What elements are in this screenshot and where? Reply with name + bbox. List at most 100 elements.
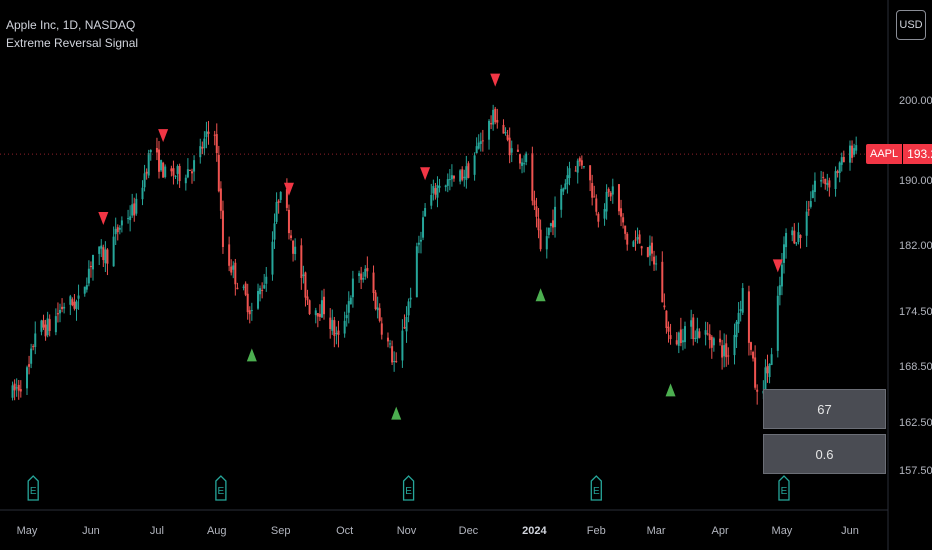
candle-body (780, 264, 783, 287)
candle-body (302, 274, 305, 277)
candle-body (116, 227, 119, 233)
candle-body (481, 140, 484, 142)
candle-body (432, 186, 435, 194)
candle-body (277, 200, 280, 203)
candle-body (114, 228, 117, 235)
candle-body (234, 262, 237, 285)
candle-body (768, 363, 771, 378)
indicator-title[interactable]: Extreme Reversal Signal (6, 36, 139, 50)
candle-body (683, 326, 686, 343)
candle-body (170, 168, 173, 172)
candle-body (566, 175, 569, 185)
candle-body (710, 336, 713, 348)
candle-body (578, 158, 581, 162)
candle-body (205, 131, 208, 138)
candle-body (640, 246, 643, 249)
candle-body (617, 184, 620, 212)
candle-body (551, 220, 554, 228)
candle-body (756, 389, 759, 392)
candle-body (849, 145, 851, 163)
candle-body (155, 147, 158, 153)
candle-body (422, 217, 425, 238)
earnings-marker[interactable]: E (402, 475, 415, 501)
candle-body (516, 149, 519, 152)
candle-body (145, 171, 148, 174)
last-price-symbol: AAPL (866, 144, 903, 164)
candle-body (374, 292, 377, 310)
candle-body (391, 346, 394, 363)
time-tick-label: Sep (271, 525, 291, 537)
candle-body (160, 160, 163, 171)
candle-body (73, 301, 76, 309)
candle-body (217, 154, 220, 192)
currency-button[interactable]: USD (896, 10, 926, 40)
candle-body (85, 285, 88, 290)
candle-body (19, 389, 22, 392)
candle-body (230, 266, 233, 273)
earnings-marker[interactable]: E (590, 475, 602, 501)
symbol-title[interactable]: Apple Inc, 1D, NASDAQ (6, 18, 136, 32)
candle-body (636, 237, 639, 240)
candle-body (582, 166, 585, 168)
candle-body (459, 170, 462, 182)
time-tick-label: Jul (150, 525, 164, 537)
candle-body (248, 310, 251, 315)
candle-body (178, 165, 181, 182)
candle-body (360, 273, 363, 280)
candle-body (300, 245, 303, 278)
candle-body (77, 295, 80, 299)
candle-body (463, 176, 466, 179)
candle-body (508, 137, 511, 156)
candle-body (106, 249, 109, 264)
candle-body (851, 145, 854, 158)
stat-box-1: 67 (763, 389, 886, 429)
candle-body (395, 361, 398, 363)
candle-body (554, 206, 557, 228)
earnings-marker[interactable]: E (778, 475, 790, 501)
candle-body (525, 153, 528, 163)
candle-body (749, 342, 752, 350)
time-tick-label: Mar (647, 525, 666, 537)
candle-body (17, 384, 20, 391)
candle-body (186, 169, 189, 178)
stat-box-2: 0.6 (763, 434, 886, 474)
candle-body (89, 266, 92, 268)
candle-body (87, 268, 90, 284)
candle-body (345, 315, 348, 319)
last-price-tag: AAPL 193.24 (866, 144, 932, 164)
signals-layer (98, 73, 783, 420)
candle-body (502, 124, 505, 134)
time-tick-label: Jun (841, 525, 859, 537)
candle-body (461, 169, 464, 180)
candle-body (275, 202, 278, 222)
time-axis[interactable]: May Jun Jul Aug Sep Oct Nov Dec 2024 Feb Mar Apr May… (17, 525, 859, 537)
candle-body (690, 320, 693, 327)
candle-body (118, 227, 121, 230)
earnings-label: E (405, 486, 412, 497)
candle-body (417, 242, 420, 245)
earnings-marker[interactable]: E (215, 475, 227, 501)
candle-body (30, 348, 33, 364)
candle-body (257, 291, 260, 309)
candle-body (34, 333, 37, 347)
candle-body (739, 309, 742, 312)
candle-body (531, 153, 534, 201)
candle-body (446, 179, 449, 186)
candle-body (351, 278, 354, 298)
candle-body (549, 223, 552, 226)
candle-body (343, 320, 346, 334)
candle-body (430, 195, 433, 206)
candle-body (364, 268, 367, 277)
candle-body (162, 162, 165, 178)
candle-body (265, 276, 268, 284)
candle-body (842, 156, 845, 163)
earnings-marker[interactable]: E (27, 475, 39, 501)
price-tick-label: 200.00 (899, 95, 932, 107)
candle-body (580, 160, 583, 166)
candle-body (770, 354, 773, 365)
price-tick-label: 190.00 (899, 175, 932, 187)
candle-body (795, 242, 798, 244)
last-price-value: 193.24 (903, 144, 932, 164)
price-axis[interactable]: 200.00 190.00 182.00 174.50 168.50 162.50 157.… (899, 95, 932, 477)
